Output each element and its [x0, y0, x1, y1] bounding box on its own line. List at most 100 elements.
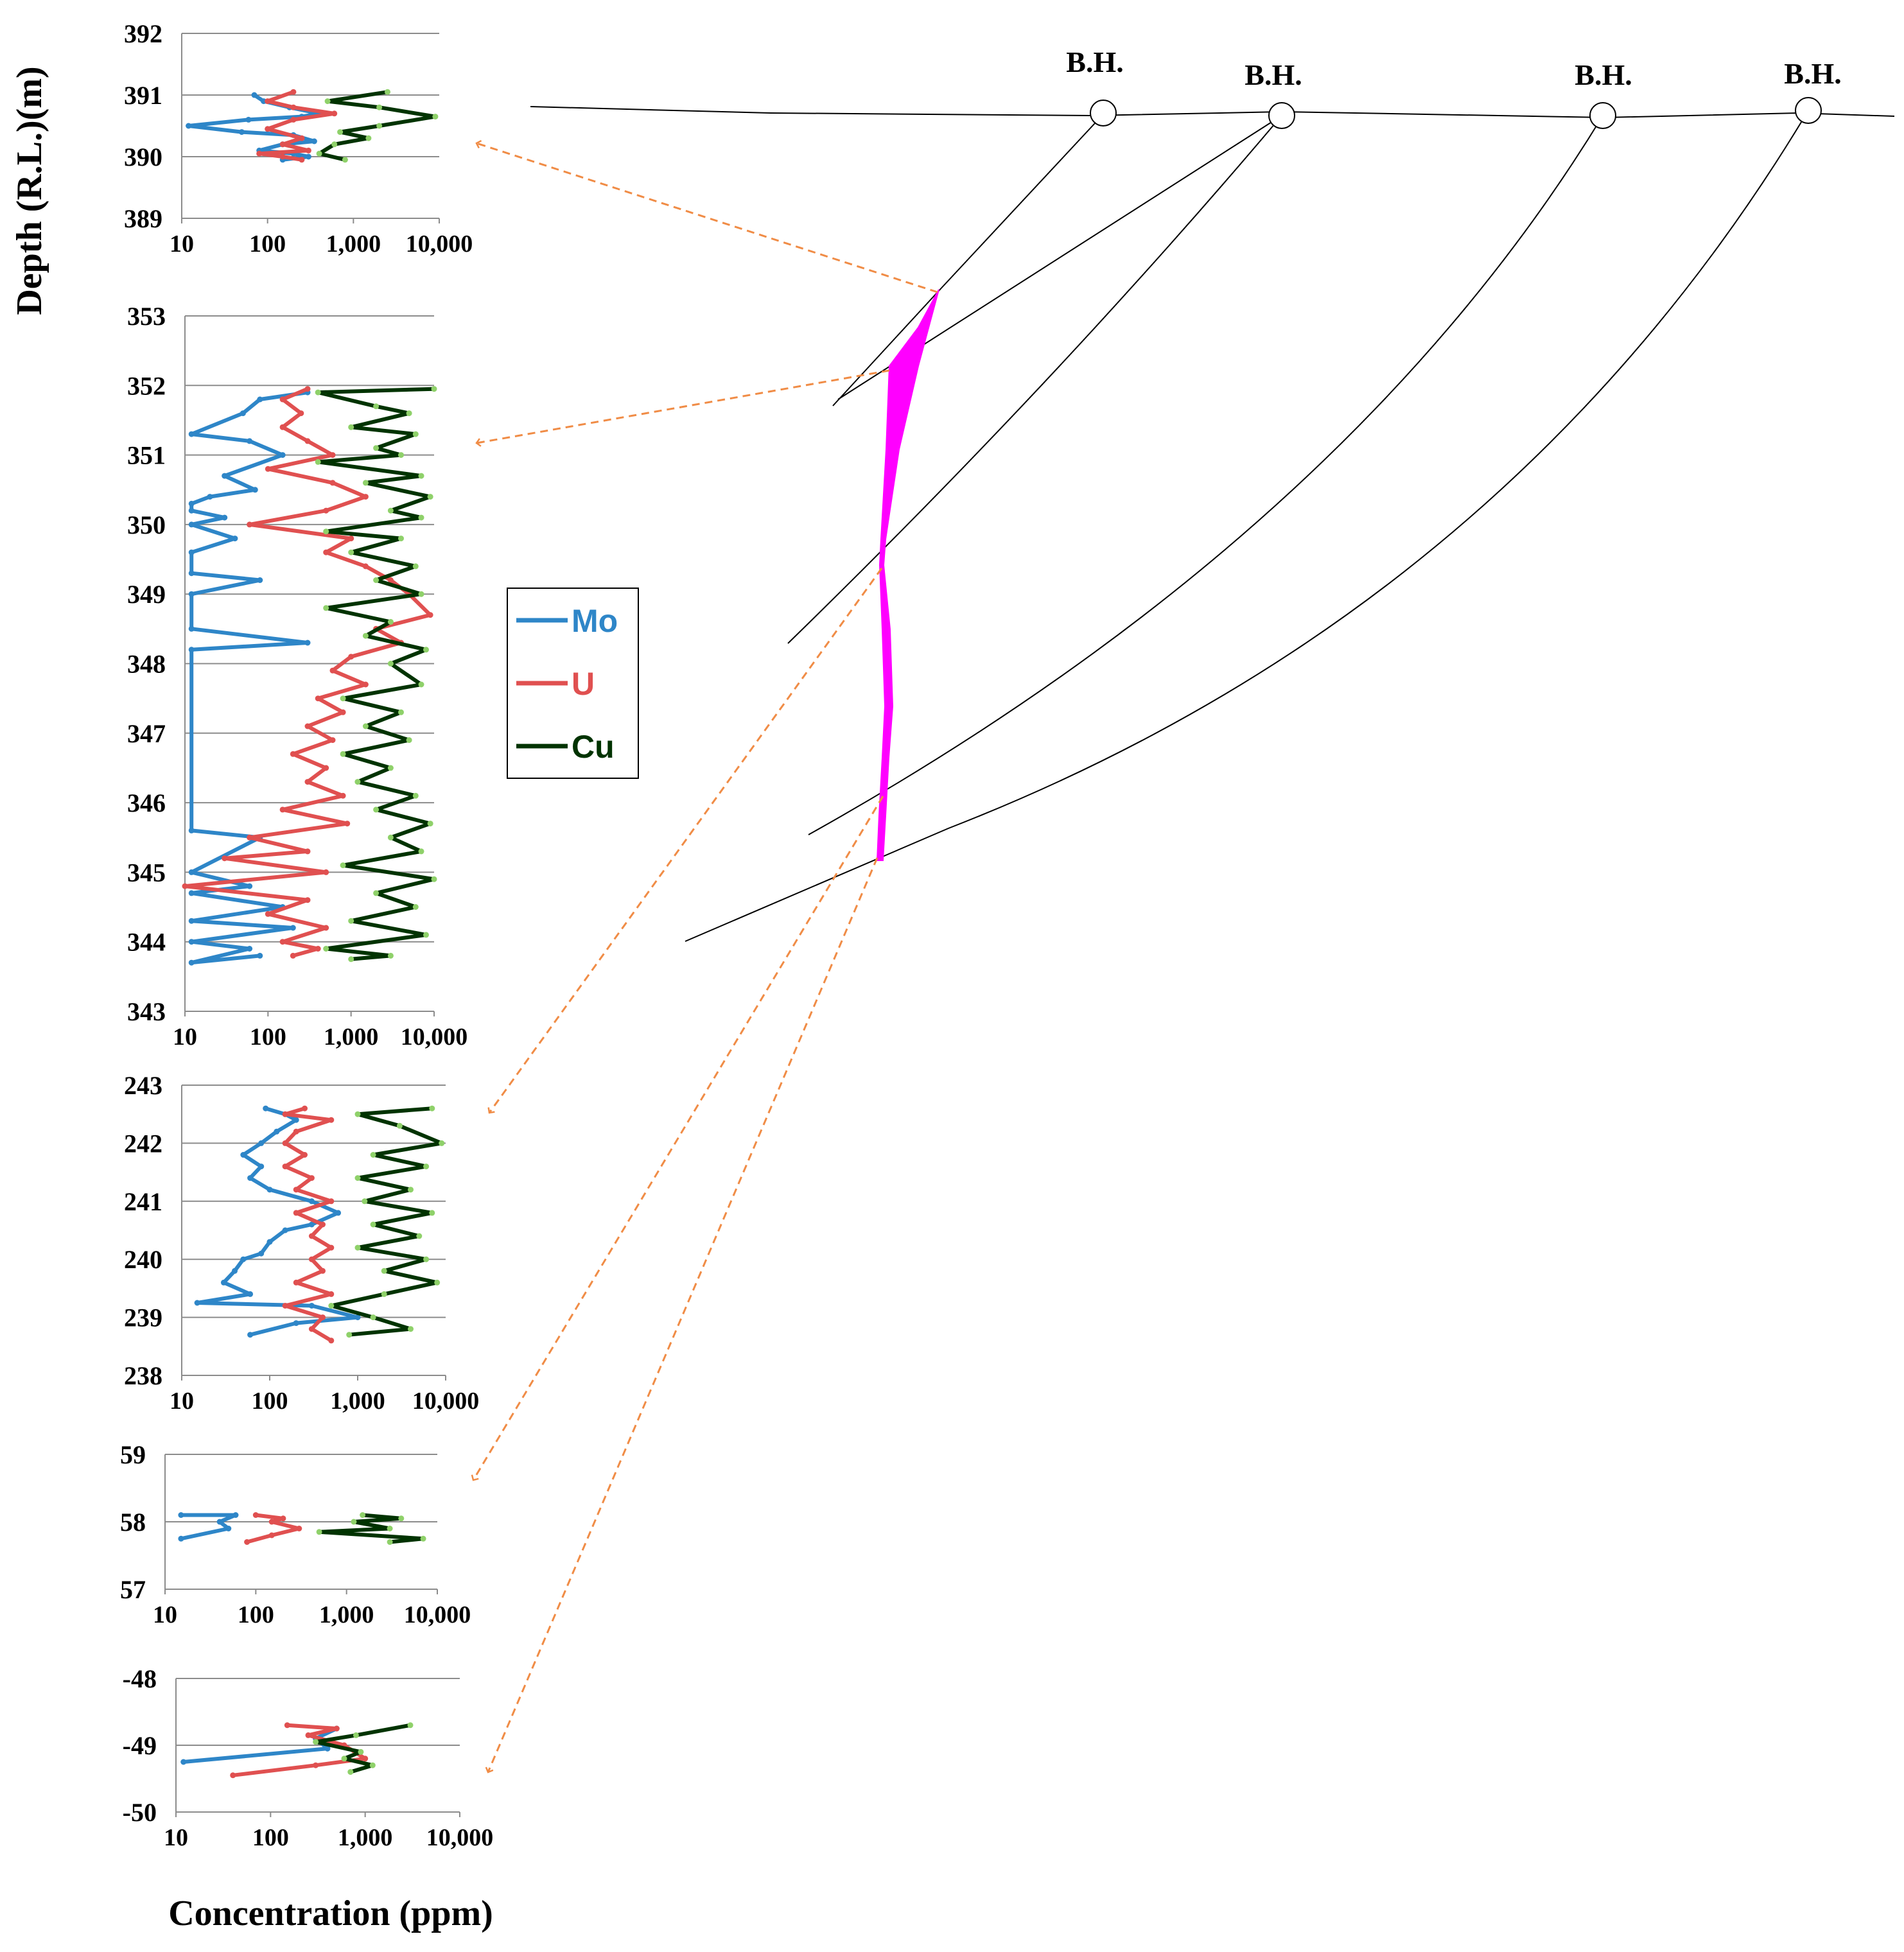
data-point-u	[302, 1105, 308, 1111]
y-tick-label: 242	[124, 1129, 162, 1158]
data-point-cu	[423, 1163, 430, 1170]
data-point-mo	[258, 1163, 265, 1170]
data-point-u	[304, 386, 311, 392]
data-point-u	[315, 946, 321, 952]
data-point-mo	[188, 827, 195, 833]
data-point-cu	[369, 1762, 376, 1768]
data-point-mo	[290, 925, 296, 931]
data-point-cu	[429, 1210, 435, 1216]
data-point-u	[268, 1532, 275, 1538]
data-point-cu	[387, 507, 394, 514]
borehole-collar-2	[1268, 102, 1295, 129]
data-point-mo	[266, 1187, 273, 1193]
y-tick-label: 348	[127, 650, 166, 679]
y-tick-label: 390	[124, 143, 162, 171]
borehole-label-4: B.H.	[1784, 57, 1841, 90]
chart-panel-3: 243 242 241 240 239 238 10 100 1,000 10,000	[124, 1071, 479, 1415]
data-point-u	[293, 1187, 299, 1193]
data-point-u	[362, 563, 369, 570]
chart-panel-5: -48 -49 -50 10 100 1,000 10,000	[123, 1664, 494, 1851]
data-point-cu	[323, 605, 329, 611]
x-tick-label: 100	[252, 1388, 288, 1415]
data-point-cu	[313, 1739, 319, 1745]
data-point-mo	[178, 1535, 184, 1542]
data-point-u	[279, 153, 286, 160]
data-point-u	[323, 869, 329, 875]
data-point-cu	[354, 1175, 361, 1181]
data-point-u	[340, 709, 346, 715]
data-point-u	[305, 147, 311, 153]
chart-panel-4: 59 58 57 10 100 1,000 10,000	[120, 1440, 471, 1628]
data-point-cu	[412, 792, 419, 799]
data-point-u	[323, 507, 329, 514]
ground-surface-line	[530, 106, 1895, 119]
data-point-cu	[423, 647, 429, 653]
data-point-cu	[376, 123, 383, 129]
data-point-mo	[245, 116, 252, 123]
data-point-u	[328, 1198, 335, 1205]
data-point-u	[304, 438, 311, 444]
data-point-mo	[188, 549, 195, 555]
borehole-label-2: B.H.	[1245, 58, 1302, 91]
data-point-u	[296, 1526, 302, 1531]
data-point-u	[362, 1756, 369, 1762]
data-point-mo	[304, 640, 311, 646]
data-point-cu	[340, 695, 346, 702]
data-point-u	[302, 1152, 308, 1158]
chart-panel-1: 392 391 390 389 10 100 1,000 10,000	[124, 19, 473, 257]
data-point-u	[279, 424, 286, 430]
data-point-mo	[252, 487, 258, 493]
data-point-u	[280, 1515, 286, 1522]
legend-mo-label: Mo	[572, 603, 618, 639]
data-point-mo	[225, 1526, 232, 1531]
data-point-cu	[420, 1535, 426, 1542]
data-point-cu	[373, 806, 380, 813]
data-point-u	[282, 1303, 288, 1309]
data-point-cu	[423, 932, 429, 938]
data-point-cu	[406, 737, 412, 744]
data-point-mo	[240, 1152, 247, 1158]
data-point-u	[265, 126, 271, 132]
data-point-cu	[427, 494, 433, 500]
data-point-u	[247, 521, 253, 528]
y-tick-label: 239	[124, 1303, 162, 1332]
data-point-mo	[188, 939, 195, 945]
data-point-cu	[315, 458, 321, 465]
data-point-mo	[257, 952, 263, 959]
data-point-mo	[354, 1314, 361, 1321]
data-point-cu	[373, 577, 380, 583]
data-point-cu	[418, 848, 424, 855]
data-point-u	[304, 779, 311, 785]
data-point-u	[323, 549, 329, 555]
y-tick-label: 343	[127, 997, 166, 1026]
data-point-u	[299, 135, 305, 141]
data-point-mo	[207, 494, 213, 500]
y-tick-label: 347	[127, 719, 166, 748]
data-point-mo	[240, 410, 246, 417]
data-point-u	[305, 1732, 311, 1738]
concentration-charts: 392 391 390 389 10 100 1,000 10,000 353 352 351 350…	[120, 19, 493, 1851]
data-point-u	[329, 737, 336, 744]
data-point-mo	[247, 1332, 254, 1338]
data-point-cu	[429, 1105, 435, 1111]
data-point-cu	[358, 1748, 364, 1755]
data-point-cu	[418, 681, 424, 688]
data-point-cu	[348, 918, 354, 924]
borehole-label-3: B.H.	[1575, 58, 1632, 91]
data-point-u	[304, 897, 311, 903]
x-axis-title: Concentration (ppm)	[168, 1894, 493, 1933]
borehole-collar-4	[1795, 97, 1822, 124]
x-tick-label: 10,000	[404, 1601, 471, 1628]
data-point-cu	[398, 452, 404, 458]
series-line-cu	[316, 387, 436, 961]
data-point-mo	[247, 438, 253, 444]
borehole-label-1: B.H.	[1066, 46, 1123, 78]
data-point-mo	[274, 1128, 280, 1135]
data-point-u	[344, 821, 351, 827]
data-point-u	[328, 1117, 335, 1123]
data-point-mo	[220, 1279, 227, 1285]
data-point-cu	[370, 1152, 376, 1158]
data-point-cu	[418, 591, 424, 597]
data-point-cu	[354, 1244, 361, 1251]
data-point-u	[308, 1326, 315, 1332]
